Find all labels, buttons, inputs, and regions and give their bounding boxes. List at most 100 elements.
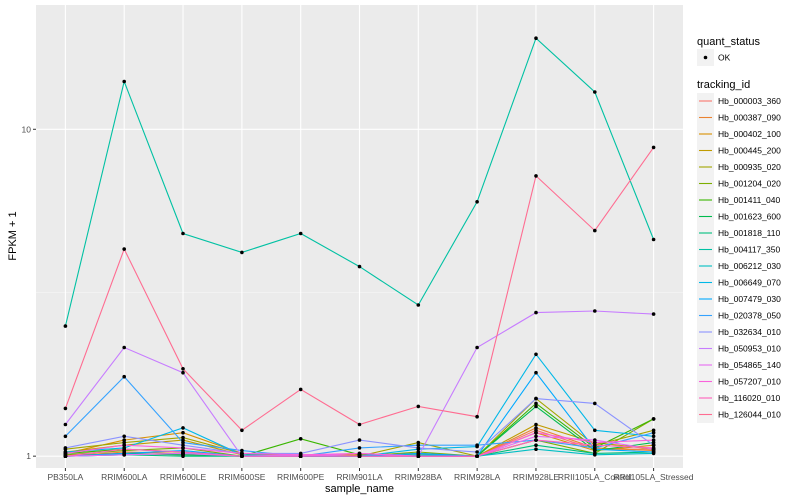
data-point xyxy=(534,422,538,427)
data-point xyxy=(593,443,597,448)
data-point xyxy=(240,451,244,456)
data-point xyxy=(357,422,362,427)
data-point xyxy=(534,447,538,452)
legend-tracking-label: Hb_000003_360 xyxy=(718,96,781,106)
data-point xyxy=(416,440,421,445)
data-point xyxy=(181,443,185,448)
data-point xyxy=(416,404,421,409)
legend: quant_status OK tracking_id Hb_000003_36… xyxy=(697,36,781,423)
data-point xyxy=(593,401,597,406)
x-tick-label: RRII105LA_Stressed xyxy=(614,472,694,482)
data-point xyxy=(63,451,68,456)
data-point xyxy=(593,228,597,233)
data-point xyxy=(181,367,185,371)
data-point xyxy=(181,438,185,442)
data-point xyxy=(534,401,538,406)
data-point xyxy=(63,434,68,439)
x-tick-label: RRIM928LA xyxy=(454,472,501,482)
x-tick-label: PB350LA xyxy=(47,472,83,482)
data-point xyxy=(534,426,538,430)
x-tick-label: RRIM928LE xyxy=(513,472,560,482)
data-point xyxy=(122,345,126,350)
data-point xyxy=(357,264,362,269)
data-point xyxy=(475,443,479,448)
data-point xyxy=(593,428,597,433)
data-point xyxy=(122,434,126,439)
y-axis-title: FPKM + 1 xyxy=(7,211,19,260)
y-tick-label: 10 xyxy=(22,124,32,134)
data-point xyxy=(593,309,597,313)
data-point xyxy=(357,451,362,456)
data-point xyxy=(122,247,126,251)
data-point xyxy=(593,438,597,442)
data-point xyxy=(651,438,656,442)
data-point xyxy=(475,200,479,204)
legend-tracking-label: Hb_050953_010 xyxy=(718,344,781,354)
data-point xyxy=(416,443,421,448)
data-point xyxy=(534,174,538,178)
data-point xyxy=(298,387,303,392)
data-point xyxy=(593,446,597,450)
y-tick-label: 1 xyxy=(26,451,31,461)
data-point xyxy=(416,303,421,307)
data-point xyxy=(122,438,126,442)
legend-tracking-label: Hb_000402_100 xyxy=(718,129,781,139)
data-point xyxy=(298,437,303,441)
data-point xyxy=(651,312,656,316)
legend-status-label: OK xyxy=(718,53,731,63)
legend-tracking-label: Hb_000445_200 xyxy=(718,146,781,156)
data-point xyxy=(534,370,538,375)
data-point xyxy=(357,454,362,459)
legend-tracking-label: Hb_001204_020 xyxy=(718,179,781,189)
data-point xyxy=(240,250,244,255)
legend-tracking-label: Hb_006212_030 xyxy=(718,261,781,271)
legend-tracking-label: Hb_001623_600 xyxy=(718,212,781,222)
data-point xyxy=(534,430,538,435)
data-point xyxy=(357,446,362,450)
data-point xyxy=(651,443,656,448)
legend-tracking-label: Hb_020378_050 xyxy=(718,311,781,321)
axes: 1 10 PB350LA RRIM600LA RRIM600LE RRIM600SE RRI… xyxy=(22,124,694,482)
legend-tracking-label: Hb_006649_070 xyxy=(718,278,781,288)
legend-tracking-title: tracking_id xyxy=(697,79,750,91)
data-point xyxy=(534,36,538,40)
data-point xyxy=(122,440,126,445)
data-point xyxy=(181,435,185,440)
x-tick-label: RRIM600LA xyxy=(101,472,148,482)
data-point xyxy=(534,434,538,439)
data-point xyxy=(534,310,538,315)
data-point xyxy=(651,446,656,450)
data-point xyxy=(63,454,68,459)
data-point xyxy=(181,231,185,236)
legend-tracking-label: Hb_032634_010 xyxy=(718,327,781,337)
data-point xyxy=(181,430,185,435)
legend-tracking-label: Hb_001818_110 xyxy=(718,228,781,238)
legend-tracking-label: Hb_054865_140 xyxy=(718,360,781,370)
data-point xyxy=(534,438,538,442)
data-point xyxy=(181,440,185,445)
data-point xyxy=(651,434,656,439)
data-point xyxy=(416,451,421,456)
data-point xyxy=(122,453,126,457)
data-point xyxy=(298,231,303,236)
x-tick-label: RRIM600PE xyxy=(277,472,325,482)
data-point xyxy=(475,414,479,419)
data-point xyxy=(475,450,479,454)
data-point xyxy=(63,422,68,427)
data-point xyxy=(651,237,656,242)
data-point xyxy=(181,454,185,459)
data-point xyxy=(534,352,538,357)
data-point xyxy=(63,324,68,328)
data-point xyxy=(63,406,68,411)
legend-tracking-label: Hb_000387_090 xyxy=(718,113,781,123)
data-point xyxy=(475,345,479,350)
data-point xyxy=(416,446,421,450)
legend-tracking-label: Hb_004117_350 xyxy=(718,245,781,255)
data-point xyxy=(122,374,126,379)
data-point xyxy=(181,426,185,430)
data-point xyxy=(298,454,303,459)
data-point xyxy=(534,404,538,409)
data-point xyxy=(416,454,421,459)
data-point xyxy=(122,447,126,452)
